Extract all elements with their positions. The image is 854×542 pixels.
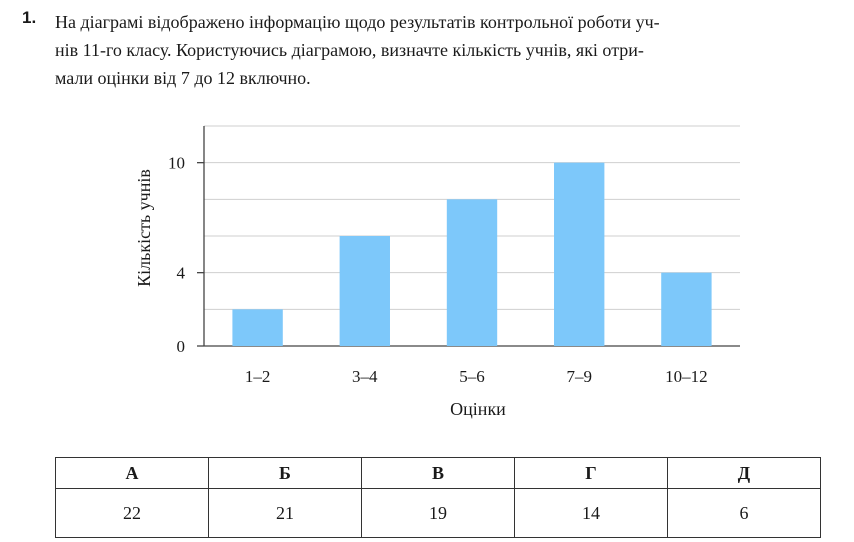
x-tick-label: 10–12 bbox=[665, 367, 708, 386]
answer-values-row: 22 21 19 14 6 bbox=[55, 488, 821, 538]
y-tick-label: 4 bbox=[177, 264, 186, 283]
y-tick-label: 0 bbox=[177, 337, 186, 356]
answer-letters-row: А Б В Г Д bbox=[55, 457, 821, 489]
x-axis-label: Оцінки bbox=[450, 399, 506, 419]
x-tick-label: 7–9 bbox=[566, 367, 592, 386]
x-tick-label: 3–4 bbox=[352, 367, 378, 386]
y-tick-label: 10 bbox=[168, 154, 185, 173]
bar bbox=[339, 236, 390, 346]
question-line: На діаграмі відображено інформацію щодо … bbox=[55, 12, 660, 32]
answer-option-b[interactable]: Б bbox=[208, 457, 362, 489]
bar bbox=[232, 309, 283, 346]
answer-option-d[interactable]: Д bbox=[667, 457, 821, 489]
answer-value[interactable]: 21 bbox=[208, 488, 362, 538]
answer-value[interactable]: 14 bbox=[514, 488, 668, 538]
bar-chart: 0 4 10 1–2 3–4 5–6 7–9 10–12 Оцінки Кількість учн… bbox=[134, 125, 740, 419]
y-axis-label: Кількість учнів bbox=[134, 169, 154, 287]
answer-value[interactable]: 19 bbox=[361, 488, 515, 538]
question-line: мали оцінки від 7 до 12 включно. bbox=[55, 68, 311, 88]
answer-table: А Б В Г Д 22 21 19 14 6 bbox=[55, 457, 821, 538]
answer-option-g[interactable]: Г bbox=[514, 457, 668, 489]
bar bbox=[661, 272, 712, 346]
question-text: На діаграмі відображено інформацію щодо … bbox=[55, 8, 825, 92]
question-number: 1. bbox=[22, 8, 37, 27]
bar bbox=[446, 199, 498, 346]
x-tick-label: 1–2 bbox=[245, 367, 271, 386]
answer-option-v[interactable]: В bbox=[361, 457, 515, 489]
answer-value[interactable]: 6 bbox=[667, 488, 821, 538]
answer-option-a[interactable]: А bbox=[55, 457, 209, 489]
x-tick-label: 5–6 bbox=[459, 367, 485, 386]
bar bbox=[554, 162, 605, 346]
answer-value[interactable]: 22 bbox=[55, 488, 209, 538]
question-line: нів 11-го класу. Користуючись діаграмою,… bbox=[55, 40, 644, 60]
